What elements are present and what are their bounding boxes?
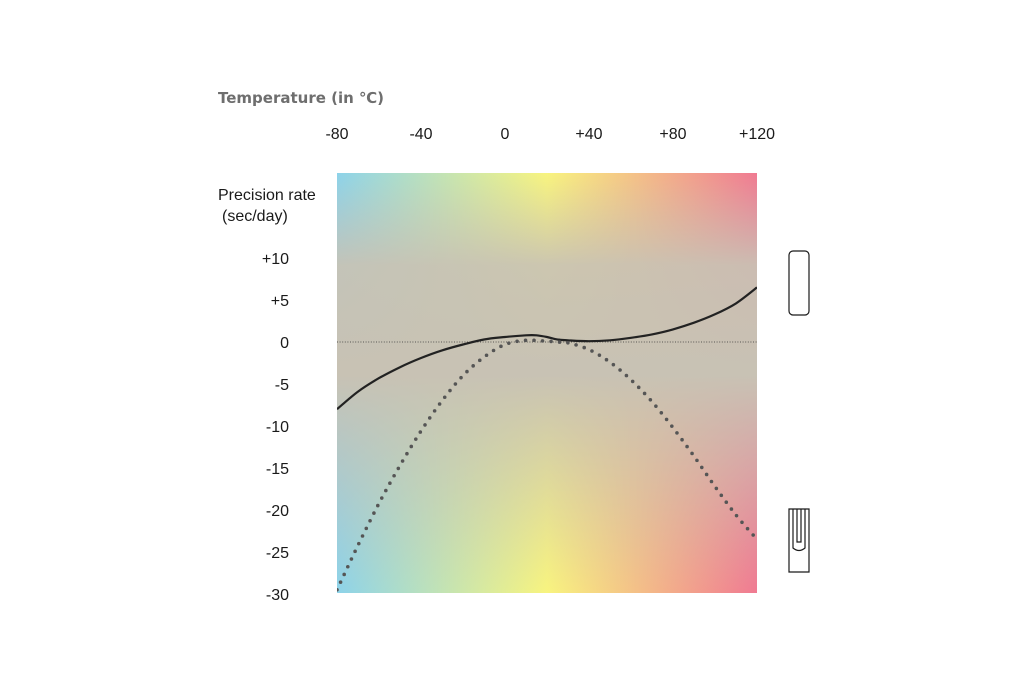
y-tick-label: -15 [266,461,289,478]
rounded-rectangle-icon [788,250,810,316]
y-axis-ticks: +10 +5 0 -5 -10 -15 -20 -25 -30 [262,251,289,604]
y-tick-label: 0 [280,335,289,352]
y-tick-label: +5 [271,293,289,310]
y-axis-label-line1: Precision rate [218,187,316,204]
solid-series-line [337,286,757,411]
y-tick-label: -5 [275,377,289,394]
slotted-rectangle-icon [788,508,810,573]
y-tick-label: -25 [266,545,289,562]
dotted-series-line [337,338,757,592]
y-axis-label-line2: (sec/day) [222,208,288,225]
x-tick-label: +40 [575,126,602,143]
chart-title: Temperature (in ℃) [218,89,384,107]
x-tick-label: +80 [659,126,686,143]
plot-background-shade [337,173,757,593]
x-tick-label: -80 [325,126,348,143]
x-tick-label: +120 [739,126,775,143]
x-axis-ticks: -80 -40 0 +40 +80 +120 [325,126,775,143]
y-tick-label: +10 [262,251,289,268]
y-tick-label: -10 [266,419,289,436]
x-tick-label: 0 [501,126,510,143]
y-tick-label: -30 [266,587,289,604]
series-layer [337,286,757,592]
y-tick-label: -20 [266,503,289,520]
x-tick-label: -40 [409,126,432,143]
